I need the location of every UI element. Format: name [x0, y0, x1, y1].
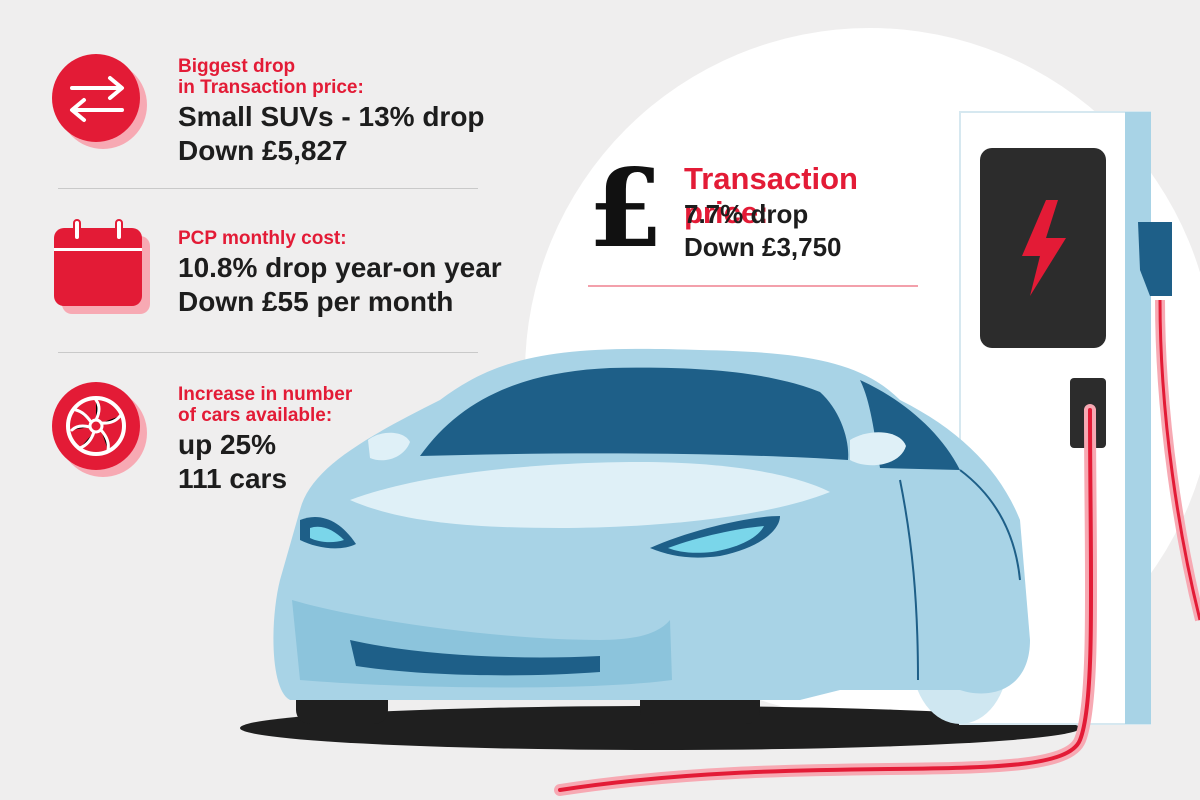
lightning-icon — [1022, 200, 1066, 296]
front-grille — [350, 640, 600, 676]
stat-value: 10.8% drop year-on year Down £55 per mon… — [178, 252, 502, 317]
pound-icon: £ — [588, 146, 664, 272]
feature-transaction-price: £ Transaction price: 7.7% drop Down £3,7… — [588, 154, 918, 288]
stat-heading: Increase in number of cars available: — [178, 384, 353, 426]
electric-car — [273, 348, 1030, 724]
wheel-icon — [50, 380, 150, 480]
arrows-exchange-icon — [50, 52, 150, 152]
stat-heading: PCP monthly cost: — [178, 228, 347, 249]
feature-heading: Transaction price: — [684, 161, 858, 230]
right-mirror — [850, 432, 906, 466]
ground-shadow — [240, 706, 1080, 750]
stat-value: Small SUVs - 13% drop Down £5,827 — [178, 101, 485, 166]
car-windshield — [420, 367, 849, 460]
divider — [58, 352, 478, 353]
stat-value: up 25% 111 cars — [178, 429, 288, 494]
divider — [58, 188, 478, 189]
left-mirror — [368, 432, 410, 461]
feature-value: 7.7% drop Down £3,750 — [684, 199, 842, 262]
stat-heading: Biggest drop in Transaction price: — [178, 56, 364, 98]
feature-underline — [588, 285, 918, 287]
charger-plug-holder — [1138, 222, 1172, 296]
calendar-icon — [50, 216, 150, 316]
